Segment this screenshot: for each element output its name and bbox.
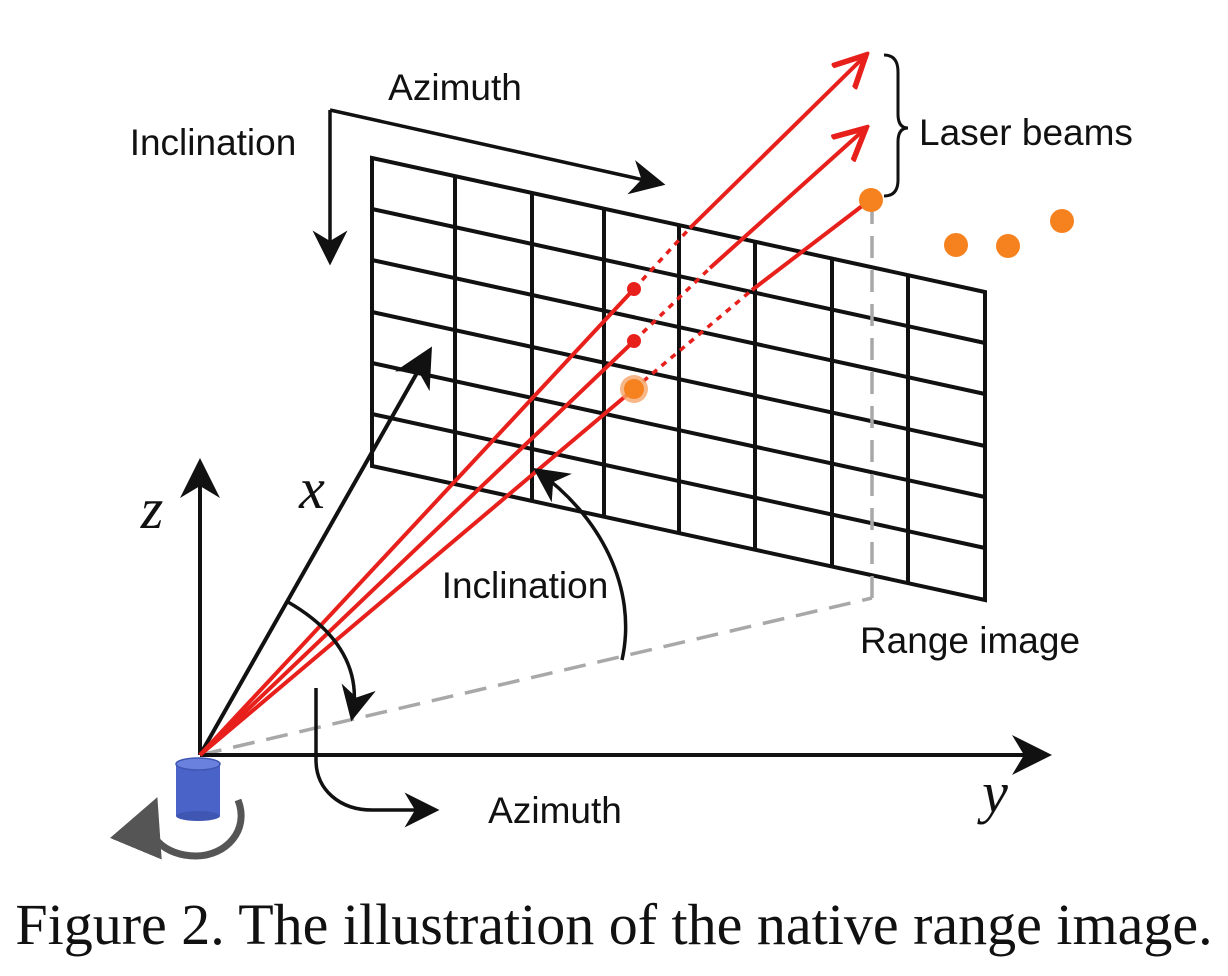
axis-y-label: y <box>977 760 1008 825</box>
laser-beams-label: Laser beams <box>919 112 1133 153</box>
laser-beam-far <box>688 55 866 230</box>
coordinate-axes <box>180 346 1052 775</box>
laser-beam-solid <box>198 287 636 757</box>
point-dot <box>944 233 968 257</box>
inclination-angle-arc <box>533 467 628 661</box>
laser-beams-behind <box>632 226 754 391</box>
beam-hit-point <box>624 379 644 399</box>
azimuth-top-label: Azimuth <box>388 67 522 108</box>
range-image-grid <box>370 155 987 603</box>
laser-beam-dotted <box>632 266 712 343</box>
inclination-top-label: Inclination <box>130 122 297 163</box>
rotation-arrow-icon <box>110 797 245 860</box>
figure-caption: Figure 2. The illustration of the native… <box>15 892 1213 957</box>
ground-dashed-line <box>199 596 873 757</box>
laser-beam-far <box>750 201 868 292</box>
grid-hit-points <box>620 282 648 403</box>
laser-beam-far <box>708 128 866 270</box>
point-dot <box>996 234 1020 258</box>
range-image-diagram: Azimuth Inclination Laser beams Inclinat… <box>110 0 1133 860</box>
laser-beam-dotted <box>632 226 692 291</box>
point-cloud-dots <box>859 188 1074 258</box>
azimuth-angle-arc <box>287 600 376 722</box>
axis-x-label: x <box>298 456 325 521</box>
azimuth-bottom-arrow <box>314 688 440 828</box>
axis-z-label: z <box>140 476 164 541</box>
laser-beam-solid <box>198 339 636 757</box>
azimuth-right-arrow <box>329 108 666 195</box>
azimuth-bottom-label: Azimuth <box>488 790 622 831</box>
laser-beam-solid <box>198 387 636 757</box>
beam-hit-point <box>627 282 641 296</box>
beam-hit-point <box>627 334 641 348</box>
ground-projection <box>199 205 874 757</box>
range-image-label: Range image <box>860 620 1080 661</box>
inclination-mid-label: Inclination <box>442 565 609 606</box>
laser-beams-far <box>688 55 868 292</box>
x-axis <box>198 346 432 756</box>
laser-beams <box>198 287 636 757</box>
point-dot <box>1050 209 1074 233</box>
lidar-sensor-icon <box>175 757 221 821</box>
point-dot <box>859 188 883 212</box>
laser-beam-dotted <box>632 288 754 391</box>
laser-beams-brace <box>883 53 909 198</box>
image-axes-arrows <box>312 108 666 266</box>
